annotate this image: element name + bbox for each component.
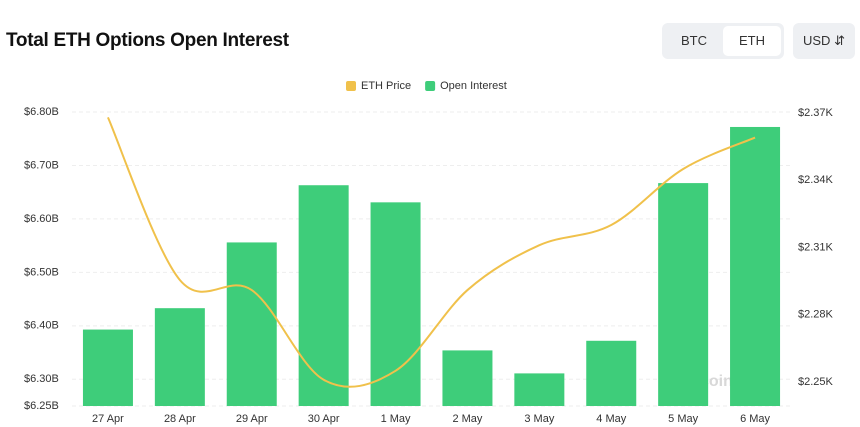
bar (154, 308, 205, 406)
y-tick-label: $6.60B (24, 213, 59, 225)
watermark: coinglass (700, 373, 774, 390)
eth-tab[interactable]: ETH (723, 26, 781, 56)
y2-tick-label: $2.25K (798, 376, 834, 388)
bar (442, 350, 493, 406)
x-tick-label: 3 May (524, 413, 554, 425)
x-tick-label: 1 May (381, 413, 411, 425)
y-tick-label: $6.25B (24, 400, 59, 412)
bar (514, 373, 565, 406)
bar (82, 329, 133, 406)
y2-tick-label: $2.31K (798, 241, 834, 253)
y-tick-label: $6.70B (24, 159, 59, 171)
legend-label: Open Interest (440, 80, 507, 92)
x-tick-label: 4 May (596, 413, 626, 425)
currency-select[interactable]: USD ⇵ (793, 23, 855, 59)
bar (730, 126, 781, 406)
bar (370, 202, 421, 406)
x-tick-label: 30 Apr (308, 413, 340, 425)
legend-swatch (346, 81, 356, 91)
btc-tab[interactable]: BTC (681, 33, 707, 48)
bar (586, 340, 637, 406)
bar (226, 242, 277, 406)
bar (658, 183, 709, 406)
x-tick-label: 29 Apr (236, 413, 268, 425)
bar (298, 185, 349, 406)
x-tick-label: 2 May (452, 413, 482, 425)
y-tick-label: $6.50B (24, 266, 59, 278)
x-tick-label: 6 May (740, 413, 770, 425)
x-tick-label: 5 May (668, 413, 698, 425)
y2-tick-label: $2.28K (798, 309, 834, 321)
y-tick-label: $6.80B (24, 106, 59, 118)
x-tick-label: 27 Apr (92, 413, 124, 425)
line (107, 116, 756, 388)
x-tick-label: 28 Apr (164, 413, 196, 425)
currency-label: USD (803, 33, 831, 48)
y-tick-label: $6.30B (24, 373, 59, 385)
title: Total ETH Options Open Interest (6, 30, 289, 51)
y-tick-label: $6.40B (24, 320, 59, 332)
legend-swatch (425, 81, 436, 91)
coin-toggle: BTC ETH (662, 23, 784, 59)
y2-tick-label: $2.34K (798, 174, 834, 186)
legend-label: ETH Price (361, 80, 411, 92)
y2-tick-label: $2.37K (798, 107, 834, 119)
